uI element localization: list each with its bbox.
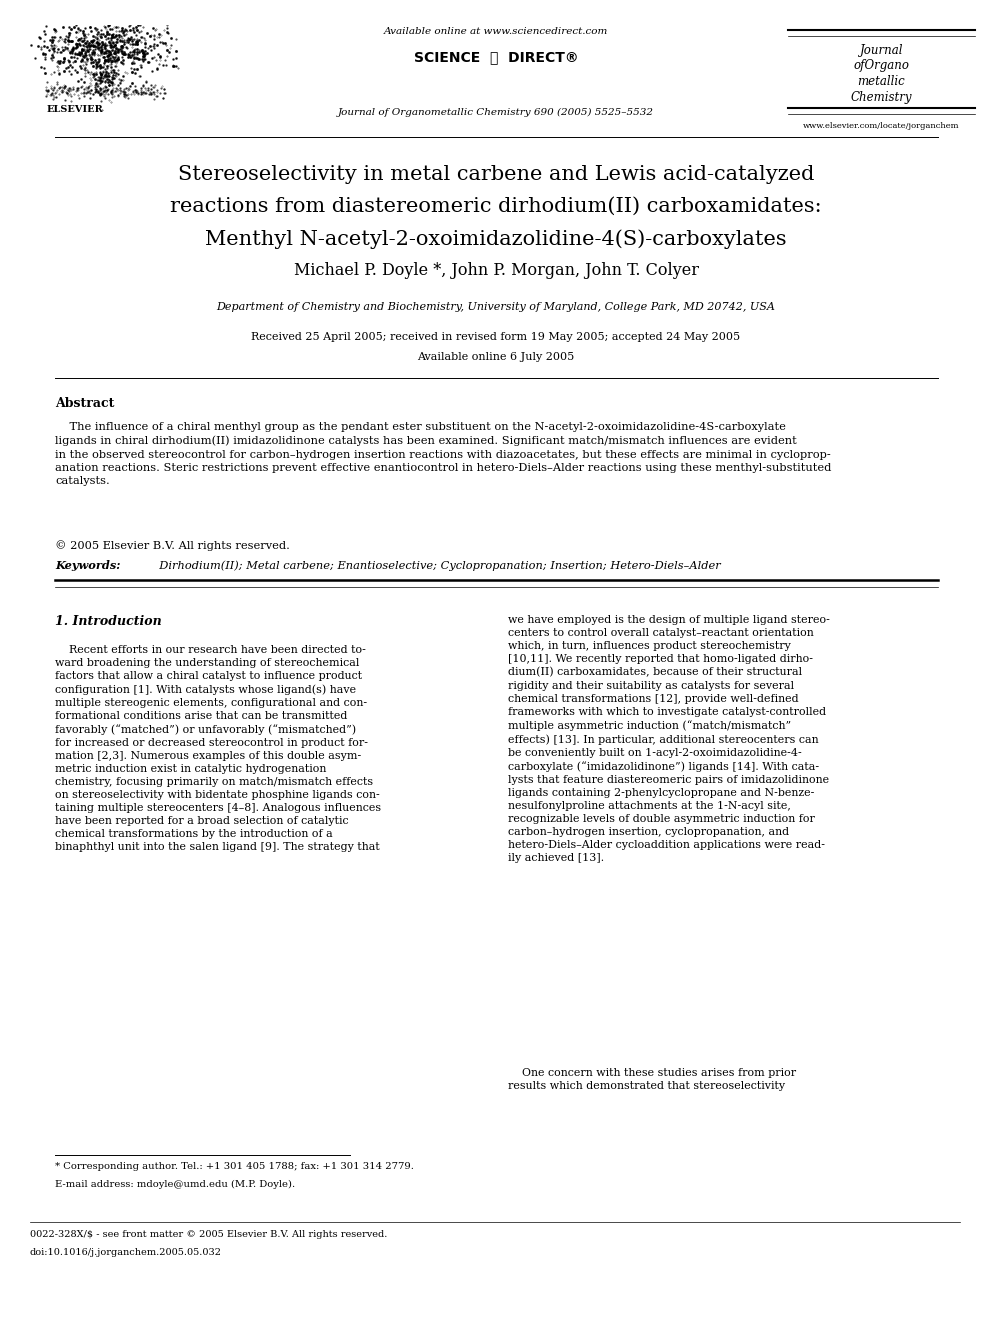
Text: ELSEVIER: ELSEVIER [47,105,103,114]
Text: Dirhodium(II); Metal carbene; Enantioselective; Cyclopropanation; Insertion; Het: Dirhodium(II); Metal carbene; Enantiosel… [152,560,721,570]
Text: Stereoselectivity in metal carbene and Lewis acid-catalyzed: Stereoselectivity in metal carbene and L… [178,165,814,184]
Text: * Corresponding author. Tel.: +1 301 405 1788; fax: +1 301 314 2779.: * Corresponding author. Tel.: +1 301 405… [55,1162,414,1171]
Text: Keywords:: Keywords: [55,560,120,572]
Text: Journal: Journal [860,44,904,57]
Text: we have employed is the design of multiple ligand stereo-
centers to control ove: we have employed is the design of multip… [508,615,830,863]
Text: © 2005 Elsevier B.V. All rights reserved.: © 2005 Elsevier B.V. All rights reserved… [55,540,290,550]
Text: www.elsevier.com/locate/jorganchem: www.elsevier.com/locate/jorganchem [804,122,959,130]
Text: Received 25 April 2005; received in revised form 19 May 2005; accepted 24 May 20: Received 25 April 2005; received in revi… [251,332,741,343]
Text: The influence of a chiral menthyl group as the pendant ester substituent on the : The influence of a chiral menthyl group … [55,422,831,487]
Text: Menthyl N-acetyl-2-oxoimidazolidine-4(S)-carboxylates: Menthyl N-acetyl-2-oxoimidazolidine-4(S)… [205,229,787,249]
Text: Recent efforts in our research have been directed to-
ward broadening the unders: Recent efforts in our research have been… [55,646,381,852]
Text: 1. Introduction: 1. Introduction [55,615,162,628]
Text: 0022-328X/$ - see front matter © 2005 Elsevier B.V. All rights reserved.: 0022-328X/$ - see front matter © 2005 El… [30,1230,387,1240]
Text: Abstract: Abstract [55,397,114,410]
Text: doi:10.1016/j.jorganchem.2005.05.032: doi:10.1016/j.jorganchem.2005.05.032 [30,1248,222,1257]
Text: Michael P. Doyle *, John P. Morgan, John T. Colyer: Michael P. Doyle *, John P. Morgan, John… [294,262,698,279]
Text: Available online 6 July 2005: Available online 6 July 2005 [418,352,574,363]
Text: One concern with these studies arises from prior
results which demonstrated that: One concern with these studies arises fr… [508,1068,797,1091]
Text: Journal of Organometallic Chemistry 690 (2005) 5525–5532: Journal of Organometallic Chemistry 690 … [338,108,654,118]
Text: SCIENCE  ⓓ  DIRECT®: SCIENCE ⓓ DIRECT® [414,50,578,64]
Text: Available online at www.sciencedirect.com: Available online at www.sciencedirect.co… [384,26,608,36]
Text: Chemistry: Chemistry [851,90,913,103]
Text: E-mail address: mdoyle@umd.edu (M.P. Doyle).: E-mail address: mdoyle@umd.edu (M.P. Doy… [55,1180,296,1189]
Text: metallic: metallic [858,75,906,89]
Text: Department of Chemistry and Biochemistry, University of Maryland, College Park, : Department of Chemistry and Biochemistry… [216,302,776,312]
Text: reactions from diastereomeric dirhodium(II) carboxamidates:: reactions from diastereomeric dirhodium(… [171,197,821,216]
Text: ofOrgano: ofOrgano [853,60,910,73]
